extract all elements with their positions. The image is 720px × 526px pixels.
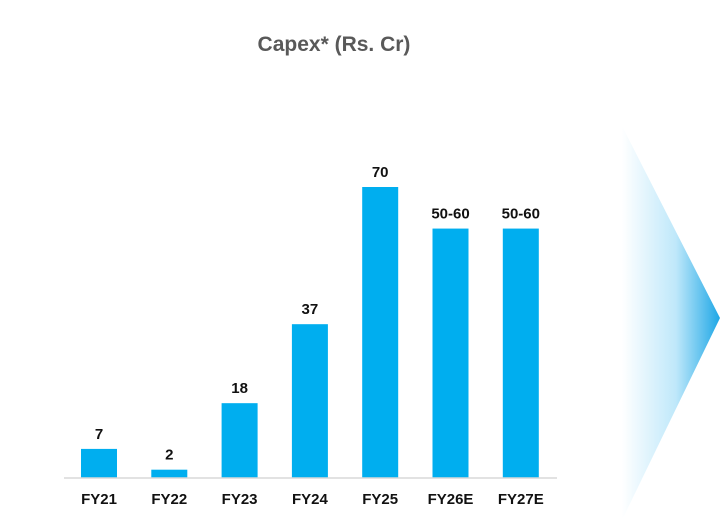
data-label-fy25: 70 [372, 164, 389, 181]
bar-fy25 [362, 187, 399, 478]
x-tick-fy27e: FY27E [498, 491, 544, 508]
chevron-arrow-icon [622, 126, 720, 520]
data-label-fy23: 18 [231, 380, 248, 397]
bars-group [81, 187, 539, 478]
data-label-fy26e: 50-60 [431, 206, 469, 223]
data-label-fy22: 2 [165, 447, 173, 464]
x-tick-fy21: FY21 [81, 491, 117, 508]
value-labels-group: 7 2 18 37 70 50-60 50-60 [95, 164, 540, 464]
bar-fy21 [81, 448, 117, 478]
x-tick-fy22: FY22 [151, 491, 187, 508]
x-tick-labels-group: FY21 FY22 FY23 FY24 FY25 FY26E FY27E [81, 491, 544, 508]
bar-fy24 [291, 324, 328, 478]
x-tick-fy26e: FY26E [428, 491, 474, 508]
x-tick-fy25: FY25 [362, 491, 398, 508]
chart-title: Capex* (Rs. Cr) [257, 33, 411, 56]
x-tick-fy23: FY23 [222, 491, 258, 508]
bar-fy27e [502, 228, 539, 478]
data-label-fy24: 37 [302, 301, 319, 318]
data-label-fy21: 7 [95, 426, 103, 443]
bar-fy22 [151, 469, 188, 478]
x-tick-fy24: FY24 [292, 491, 329, 508]
bar-fy26e [432, 228, 469, 478]
data-label-fy27e: 50-60 [502, 206, 540, 223]
bar-fy23 [221, 403, 258, 478]
